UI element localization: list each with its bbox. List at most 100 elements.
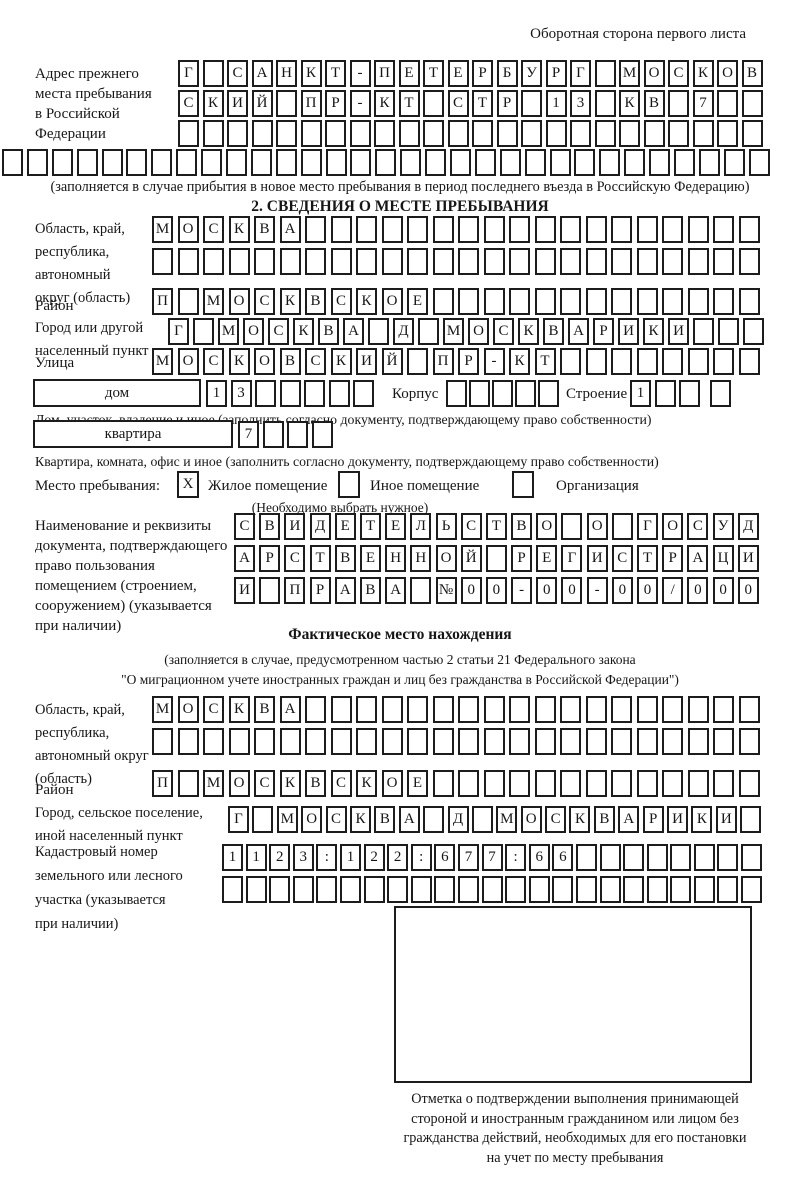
stay-type-checkbox-other: [338, 471, 360, 498]
char-box: Р: [259, 545, 281, 572]
char-box: [446, 380, 467, 407]
char-box: [356, 696, 377, 723]
char-box: [177, 288, 199, 315]
char-box: [515, 380, 536, 407]
char-box: [269, 876, 291, 903]
char-box: [636, 696, 658, 723]
char-box: [276, 90, 297, 117]
char-box: [152, 728, 173, 755]
char-box: [693, 876, 715, 903]
char-box: А: [251, 60, 273, 87]
char-box: [743, 318, 764, 345]
char-box: [458, 288, 479, 315]
char-box: И: [284, 513, 306, 540]
char-box: [717, 876, 739, 903]
char-box: [594, 90, 616, 117]
char-box: [226, 149, 248, 176]
char-box: В: [279, 348, 301, 375]
char-box: К: [643, 318, 664, 345]
char-box: Р: [511, 545, 533, 572]
char-box: Р: [662, 545, 684, 572]
char-box: [619, 120, 640, 147]
char-box: [636, 248, 658, 275]
char-box: Т: [534, 348, 556, 375]
char-box: [560, 288, 581, 315]
char-box: В: [305, 288, 326, 315]
char-box: Т: [472, 90, 493, 117]
stay-type-checkbox-organization: [512, 471, 534, 498]
char-box: [611, 728, 632, 755]
char-box: Й: [251, 90, 273, 117]
char-box: Г: [637, 513, 658, 540]
char-box: О: [435, 545, 457, 572]
char-box: [687, 288, 709, 315]
char-box: [227, 120, 248, 147]
char-box: К: [300, 60, 322, 87]
char-box: С: [611, 545, 633, 572]
char-box: К: [509, 348, 530, 375]
char-box: [594, 120, 616, 147]
char-box: [222, 876, 243, 903]
char-box: М: [203, 288, 224, 315]
char-box: М: [152, 348, 173, 375]
char-box: О: [717, 60, 738, 87]
char-box: М: [152, 696, 173, 723]
char-box: К: [279, 288, 301, 315]
char-box: [305, 216, 326, 243]
char-box: Р: [642, 806, 664, 833]
char-box: С: [330, 770, 352, 797]
char-box: 7: [692, 90, 714, 117]
char-box: [325, 120, 346, 147]
char-box: [368, 318, 389, 345]
char-box: [509, 728, 530, 755]
char-box: [649, 149, 671, 176]
char-box: [662, 248, 683, 275]
char-box: [560, 728, 581, 755]
region-label: Область, край, республика, автономный ок…: [35, 221, 131, 306]
char-box: -: [349, 90, 371, 117]
char-box: 0: [611, 577, 633, 604]
char-box: [447, 120, 469, 147]
char-box: В: [593, 806, 615, 833]
char-box: Г: [178, 60, 199, 87]
char-box: [741, 876, 763, 903]
char-box: [254, 728, 275, 755]
char-box: [126, 149, 148, 176]
char-box: [668, 120, 689, 147]
char-box: Т: [309, 545, 331, 572]
char-box: [251, 120, 273, 147]
char-box: [524, 149, 546, 176]
char-box: [585, 348, 607, 375]
char-box: [76, 149, 98, 176]
char-box: [51, 149, 73, 176]
char-box: 6: [434, 844, 456, 871]
stay-type-option-residential: Жилое помещение: [208, 478, 328, 494]
char-box: [457, 876, 479, 903]
char-box: М: [203, 770, 224, 797]
char-box: О: [254, 348, 275, 375]
char-box: [575, 876, 597, 903]
char-box: 3: [230, 380, 252, 407]
char-box: [738, 728, 760, 755]
char-box: 2: [387, 844, 409, 871]
char-box: [407, 728, 428, 755]
char-box: В: [334, 545, 356, 572]
char-box: [458, 696, 479, 723]
char-box: [718, 318, 739, 345]
char-box: [528, 876, 550, 903]
char-box: №: [435, 577, 457, 604]
char-box: [534, 770, 556, 797]
char-box: Р: [325, 90, 346, 117]
char-box: С: [178, 90, 199, 117]
char-box: [410, 577, 432, 604]
char-box: 3: [570, 90, 591, 117]
char-box: [381, 248, 403, 275]
char-box: [687, 770, 709, 797]
char-box: Б: [496, 60, 518, 87]
char-box: [203, 728, 224, 755]
char-box: [738, 248, 760, 275]
char-box: Т: [423, 60, 444, 87]
